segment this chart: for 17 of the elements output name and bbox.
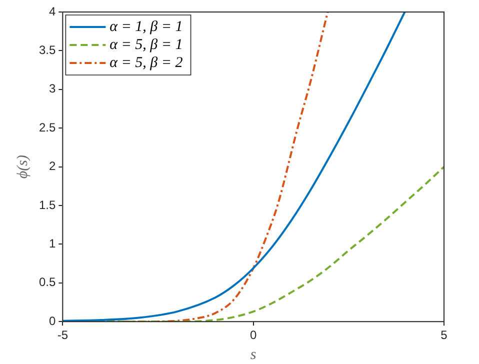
x-tick-label: 0 (250, 328, 257, 342)
y-tick-label: 3 (48, 82, 56, 96)
y-tick-label: 1.5 (38, 198, 56, 212)
y-tick-label: 0.5 (38, 275, 56, 290)
y-tick-label: 3.5 (38, 43, 56, 58)
x-tick-label: 5 (440, 328, 448, 342)
y-tick-label: 2 (48, 159, 56, 174)
legend-label: α = 5, β = 2 (110, 54, 184, 71)
y-axis-title: ϕ(s) (14, 155, 31, 179)
y-tick-label: 1 (48, 236, 56, 251)
y-tick-label: 4 (48, 4, 56, 18)
legend-label: α = 5, β = 1 (110, 36, 183, 53)
x-axis-title: s (250, 346, 256, 363)
legend-label: α = 1, β = 1 (110, 18, 183, 35)
x-tick-label: -5 (57, 328, 68, 342)
y-tick-label: 0 (48, 314, 56, 328)
y-tick-label: 2.5 (38, 120, 56, 134)
